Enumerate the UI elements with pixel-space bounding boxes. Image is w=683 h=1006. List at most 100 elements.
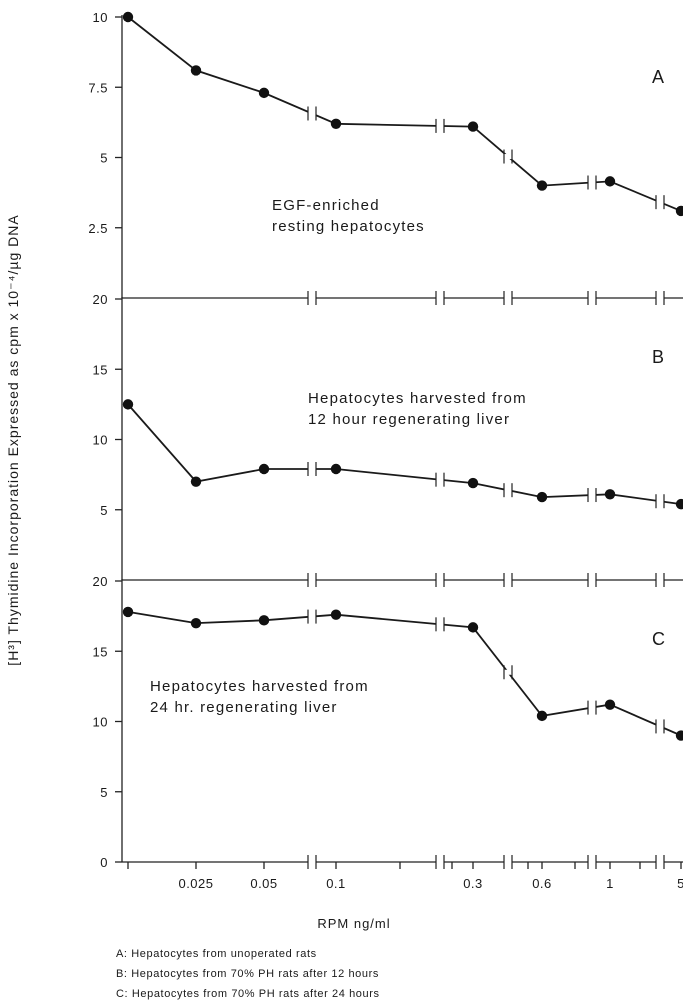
panel-a-baseline-break-1 (435, 291, 445, 305)
panel-a-data-point (122, 11, 134, 23)
panel-c-data-point (536, 710, 548, 722)
panel-b: 5 10 15 20 B Hepatocytes harvested from 12 hou… (93, 292, 683, 587)
panel-c-data-point (122, 606, 134, 618)
panel-c-data-point (675, 730, 683, 741)
panel-a-data-point (330, 118, 342, 129)
panel-c-data-point (258, 615, 270, 626)
x-tick-label: 0.1 (326, 876, 346, 891)
panel-c-line-break-0 (307, 609, 317, 624)
x-axis-break-3 (587, 855, 597, 869)
x-tick-label: 0.025 (178, 876, 213, 891)
panel-a-y-tick-label: 10 (93, 10, 108, 25)
panel-a: 2.5 5 7.5 10 A EGF-enriched resting hepatocyte… (88, 10, 683, 305)
panel-c-line-break-2 (503, 665, 513, 680)
panel-b-baseline-break-0 (307, 573, 317, 587)
panel-c: 0 5 10 15 20 C Hepatocytes harvested from 24 hr… (93, 574, 683, 870)
x-axis-layer: 0.025 0.05 0.1 0.3 0.6 1 5 (122, 855, 683, 891)
panel-c-data-point (467, 622, 479, 633)
panel-b-annotation-line: Hepatocytes harvested from (308, 390, 527, 407)
panel-a-line-break-2 (503, 149, 513, 164)
panel-a-line-break-3 (587, 175, 597, 190)
panel-a-y-tick-label: 7.5 (88, 80, 108, 95)
panel-b-data-point (330, 463, 342, 475)
panel-b-data-point (190, 476, 202, 487)
panel-c-annotation-line: Hepatocytes harvested from (150, 678, 369, 695)
panel-c-y-tick-label: 10 (93, 715, 108, 730)
x-axis-break-1 (435, 855, 445, 869)
panel-c-annotation: Hepatocytes harvested from 24 hr. regener… (150, 678, 369, 716)
panel-a-baseline-break-2 (503, 291, 513, 305)
x-axis-break-0 (307, 855, 317, 869)
legend-entry-b: B: Hepatocytes from 70% PH rats after 12… (116, 968, 379, 980)
legend-entry-a: A: Hepatocytes from unoperated rats (116, 948, 317, 960)
panel-b-annotation: Hepatocytes harvested from 12 hour regene… (308, 390, 527, 428)
panel-a-data-point (258, 87, 270, 99)
panel-a-annotation-line: resting hepatocytes (272, 218, 425, 235)
panel-b-data-point (536, 491, 548, 503)
panel-b-y-tick-label: 20 (93, 292, 108, 307)
panel-c-line-break-1 (435, 617, 445, 632)
panel-a-line-break-1 (435, 118, 445, 133)
panel-c-y-tick-label: 15 (93, 644, 108, 659)
panel-a-data-point (536, 180, 548, 191)
panel-a-data-point (604, 176, 616, 187)
panel-a-y-tick-label: 2.5 (88, 221, 108, 236)
panel-c-y-tick-label: 5 (100, 785, 108, 800)
panel-a-series-line (127, 16, 682, 212)
panels-layer: 2.5 5 7.5 10 A EGF-enriched resting hepatocyte… (88, 10, 683, 870)
panel-b-data-point (675, 498, 683, 510)
panel-b-line-break-2 (503, 483, 513, 498)
panel-c-line-break-3 (587, 700, 597, 715)
panel-a-data-point (467, 121, 479, 132)
panel-b-baseline-break-2 (503, 573, 513, 587)
panel-c-data-point (190, 617, 202, 629)
panel-b-data-point (122, 399, 134, 410)
panel-a-annotation-line: EGF-enriched (272, 197, 380, 214)
panel-b-line-break-1 (435, 472, 445, 487)
panel-c-series-line (127, 611, 682, 737)
panel-b-letter: B (652, 347, 664, 367)
x-axis-title: RPM ng/ml (317, 916, 390, 931)
panel-b-line-break-3 (587, 488, 597, 503)
panel-a-baseline-break-4 (655, 291, 665, 305)
panel-c-line-break-4 (655, 719, 665, 734)
panel-c-y-tick-label: 0 (100, 855, 108, 870)
panel-b-baseline-break-1 (435, 573, 445, 587)
panel-a-baseline-break-0 (307, 291, 317, 305)
panel-a-data-point (190, 65, 202, 76)
panel-a-letter: A (652, 67, 664, 87)
panel-a-line-break-4 (655, 195, 665, 210)
panel-a-line-break-0 (307, 106, 317, 121)
panel-b-annotation-line: 12 hour regenerating liver (308, 411, 510, 428)
panel-b-baseline-break-3 (587, 573, 597, 587)
panel-b-y-tick-label: 10 (93, 433, 108, 448)
panel-b-series-line (127, 403, 682, 505)
panel-b-y-tick-label: 15 (93, 362, 108, 377)
x-axis-break-4 (655, 855, 665, 869)
panel-c-letter: C (652, 629, 665, 649)
legend-entry-c: C: Hepatocytes from 70% PH rats after 24… (116, 988, 380, 1000)
panel-a-baseline-break-3 (587, 291, 597, 305)
panel-b-data-point (467, 477, 479, 489)
panel-b-line-break-0 (307, 462, 317, 477)
y-axis-title: [H³] Thymidine Incorporation Expressed a… (5, 214, 21, 665)
x-axis-break-2 (503, 855, 513, 869)
panel-b-data-point (604, 489, 616, 500)
x-tick-label: 5 (677, 876, 683, 891)
panel-c-data-point (604, 699, 616, 710)
panel-a-data-point (675, 205, 683, 217)
x-tick-label: 0.6 (532, 876, 552, 891)
panel-b-data-point (258, 463, 270, 475)
panel-c-data-point (330, 609, 342, 620)
panel-c-y-tick-label: 20 (93, 574, 108, 589)
x-tick-label: 0.05 (250, 876, 277, 891)
panel-b-y-tick-label: 5 (100, 503, 108, 518)
panel-a-annotation: EGF-enriched resting hepatocytes (272, 197, 425, 235)
panel-c-annotation-line: 24 hr. regenerating liver (150, 699, 338, 716)
x-tick-label: 0.3 (463, 876, 483, 891)
panel-b-line-break-4 (655, 494, 665, 509)
x-tick-label: 1 (606, 876, 614, 891)
panel-b-baseline-break-4 (655, 573, 665, 587)
panel-a-y-tick-label: 5 (100, 151, 108, 166)
